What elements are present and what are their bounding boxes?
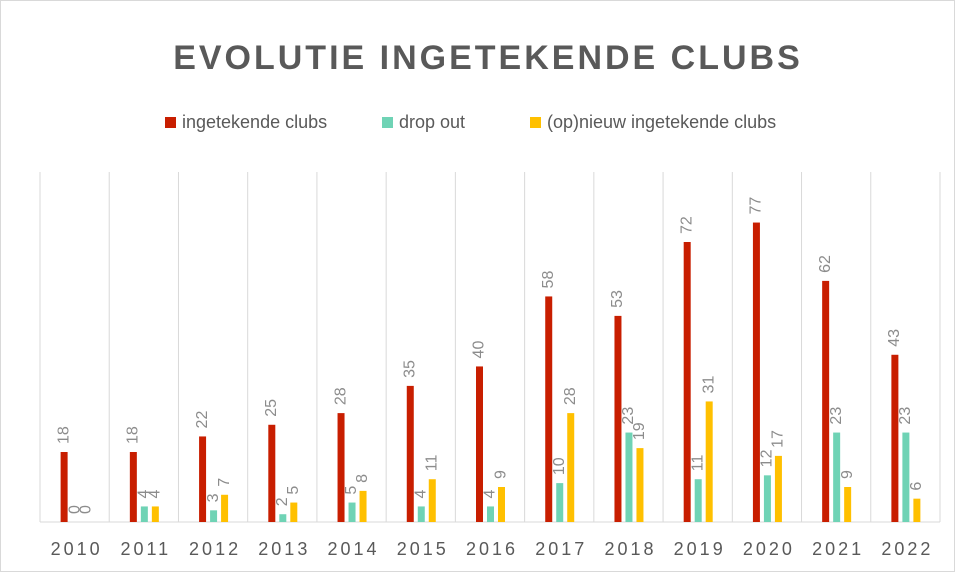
bar bbox=[705, 401, 713, 522]
x-tick-label: 2012 bbox=[189, 539, 241, 559]
x-tick-label: 2022 bbox=[881, 539, 933, 559]
data-label: 25 bbox=[263, 399, 280, 417]
data-label: 62 bbox=[817, 255, 834, 273]
bar bbox=[556, 483, 564, 522]
data-label: 17 bbox=[770, 430, 787, 448]
bar bbox=[636, 448, 644, 522]
bar bbox=[913, 498, 921, 522]
bar bbox=[822, 280, 830, 522]
data-label: 4 bbox=[136, 489, 153, 498]
bar bbox=[891, 354, 899, 522]
bar bbox=[614, 315, 622, 522]
data-label: 18 bbox=[55, 426, 72, 444]
x-tick-label: 2013 bbox=[258, 539, 310, 559]
data-label: 28 bbox=[562, 387, 579, 405]
legend-label: ingetekende clubs bbox=[182, 112, 327, 132]
bar bbox=[487, 506, 494, 522]
bar bbox=[428, 479, 436, 522]
bar bbox=[625, 432, 633, 522]
data-label: 11 bbox=[689, 455, 706, 472]
bar bbox=[774, 455, 782, 522]
x-tick-label: 2020 bbox=[743, 539, 795, 559]
x-tick-label: 2010 bbox=[51, 539, 103, 559]
data-label: 72 bbox=[678, 216, 695, 234]
bar bbox=[752, 222, 760, 523]
data-label: 2 bbox=[274, 497, 291, 506]
data-label: 53 bbox=[609, 290, 626, 308]
data-label: 40 bbox=[471, 341, 488, 359]
bar bbox=[290, 502, 298, 522]
bar bbox=[359, 490, 367, 522]
bar bbox=[763, 475, 771, 522]
data-label: 11 bbox=[423, 455, 440, 472]
legend-swatch bbox=[382, 117, 393, 128]
legend-label: drop out bbox=[399, 112, 465, 132]
bar bbox=[279, 514, 287, 522]
x-tick-label: 2018 bbox=[604, 539, 656, 559]
data-label: 9 bbox=[493, 470, 510, 479]
bar bbox=[833, 432, 841, 522]
bar bbox=[348, 502, 356, 522]
x-tick-label: 2019 bbox=[674, 539, 726, 559]
bar bbox=[60, 452, 68, 522]
bar bbox=[567, 413, 575, 522]
data-label: 35 bbox=[401, 360, 418, 378]
data-label: 7 bbox=[216, 478, 233, 487]
bar bbox=[902, 432, 910, 522]
data-label: 5 bbox=[285, 486, 302, 495]
data-label: 31 bbox=[700, 376, 717, 394]
bar bbox=[140, 506, 148, 522]
data-label: 12 bbox=[759, 449, 776, 467]
bar bbox=[210, 510, 218, 522]
x-tick-label: 2016 bbox=[466, 539, 518, 559]
data-label: 4 bbox=[412, 489, 429, 498]
bar bbox=[221, 494, 229, 522]
legend-swatch bbox=[530, 117, 541, 128]
bar bbox=[268, 424, 276, 522]
data-label: 8 bbox=[354, 474, 371, 483]
x-tick-label: 2017 bbox=[535, 539, 587, 559]
data-label: 22 bbox=[194, 411, 211, 429]
data-label: 3 bbox=[205, 493, 222, 502]
x-tick-label: 2021 bbox=[812, 539, 864, 559]
data-label: 9 bbox=[839, 470, 856, 479]
x-tick-label: 2014 bbox=[328, 539, 380, 559]
data-label: 5 bbox=[343, 486, 360, 495]
data-label: 0 bbox=[77, 505, 94, 514]
bar bbox=[129, 452, 137, 522]
data-label: 4 bbox=[147, 489, 164, 498]
data-label: 77 bbox=[748, 197, 765, 215]
data-label: 6 bbox=[908, 482, 925, 491]
bar bbox=[498, 487, 505, 522]
bar bbox=[417, 506, 425, 522]
legend-swatch bbox=[165, 117, 176, 128]
data-label: 23 bbox=[620, 407, 637, 425]
data-label: 23 bbox=[828, 407, 845, 425]
data-label: 23 bbox=[897, 407, 914, 425]
bar bbox=[406, 385, 414, 522]
bar bbox=[199, 436, 207, 522]
data-label: 10 bbox=[551, 457, 568, 475]
data-label: 0 bbox=[66, 505, 83, 514]
bar bbox=[683, 242, 691, 522]
data-label: 4 bbox=[482, 489, 499, 498]
data-label: 18 bbox=[125, 426, 142, 444]
data-label: 19 bbox=[631, 422, 648, 440]
chart-title: EVOLUTIE INGETEKENDE CLUBS bbox=[173, 39, 803, 77]
bar bbox=[337, 413, 345, 522]
bar bbox=[545, 296, 553, 522]
data-label: 58 bbox=[540, 271, 557, 289]
data-label: 43 bbox=[886, 329, 903, 347]
legend-label: (op)nieuw ingetekende clubs bbox=[547, 112, 776, 132]
bar bbox=[151, 506, 159, 522]
x-tick-label: 2015 bbox=[397, 539, 449, 559]
data-label: 28 bbox=[332, 387, 349, 405]
bar bbox=[694, 479, 702, 522]
bar bbox=[844, 487, 852, 522]
x-tick-label: 2011 bbox=[120, 539, 171, 559]
bar bbox=[476, 366, 483, 522]
